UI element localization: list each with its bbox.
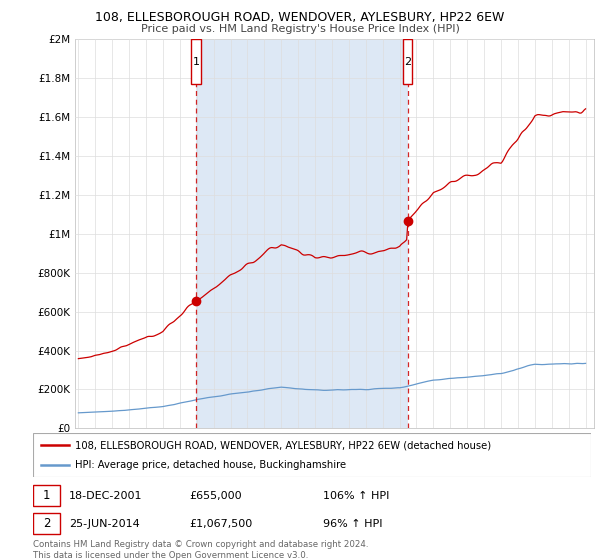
Text: 108, ELLESBOROUGH ROAD, WENDOVER, AYLESBURY, HP22 6EW (detached house): 108, ELLESBOROUGH ROAD, WENDOVER, AYLESB…	[75, 440, 491, 450]
Text: 1: 1	[43, 489, 50, 502]
Bar	[403, 39, 412, 84]
Bar	[196, 39, 408, 428]
Text: 18-DEC-2001: 18-DEC-2001	[69, 491, 143, 501]
Text: 96% ↑ HPI: 96% ↑ HPI	[323, 519, 383, 529]
FancyBboxPatch shape	[33, 513, 60, 534]
Text: 1: 1	[193, 57, 200, 67]
Text: Price paid vs. HM Land Registry's House Price Index (HPI): Price paid vs. HM Land Registry's House …	[140, 24, 460, 34]
Text: £655,000: £655,000	[189, 491, 242, 501]
Text: £1,067,500: £1,067,500	[189, 519, 253, 529]
Text: 2: 2	[404, 57, 411, 67]
Text: HPI: Average price, detached house, Buckinghamshire: HPI: Average price, detached house, Buck…	[75, 460, 346, 470]
Text: 25-JUN-2014: 25-JUN-2014	[69, 519, 140, 529]
FancyBboxPatch shape	[33, 433, 591, 477]
Bar	[191, 39, 200, 84]
Text: 2: 2	[43, 517, 50, 530]
Text: 106% ↑ HPI: 106% ↑ HPI	[323, 491, 389, 501]
FancyBboxPatch shape	[33, 485, 60, 506]
Text: 108, ELLESBOROUGH ROAD, WENDOVER, AYLESBURY, HP22 6EW: 108, ELLESBOROUGH ROAD, WENDOVER, AYLESB…	[95, 11, 505, 24]
Text: Contains HM Land Registry data © Crown copyright and database right 2024.
This d: Contains HM Land Registry data © Crown c…	[33, 540, 368, 560]
